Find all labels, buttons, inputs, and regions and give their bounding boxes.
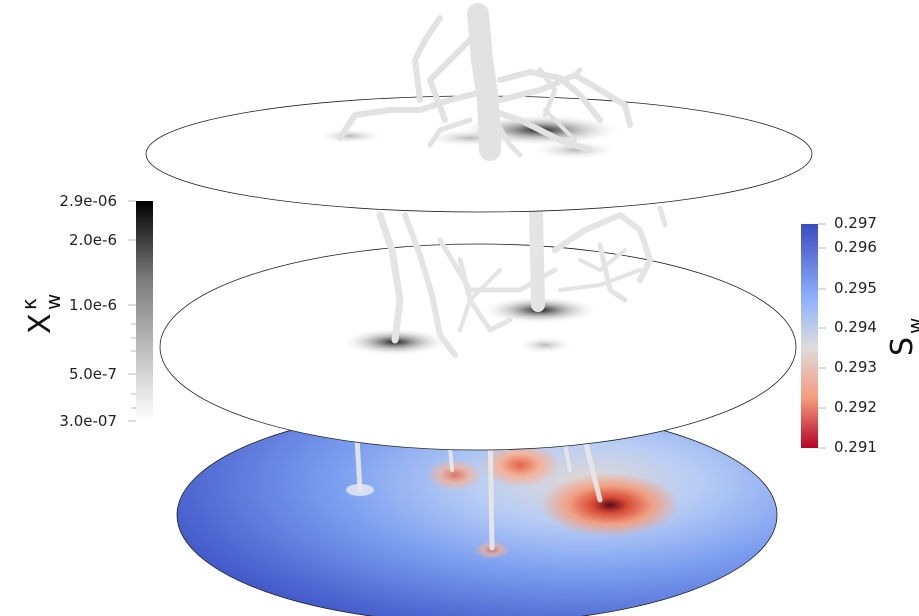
colorbar-title-concentration: X κ w xyxy=(17,294,65,334)
colorbar-tick-label: 2.0e-6 xyxy=(69,231,117,249)
colorbar-concentration: 2.9e-06 2.0e-6 1.0e-6 5.0e-7 3.0e-07 X κ… xyxy=(17,192,153,430)
colorbar-tick-label: 0.297 xyxy=(834,214,877,232)
colorbar-title-saturation: S w xyxy=(885,318,919,356)
colorbar-tick-label: 0.293 xyxy=(834,358,877,376)
concentration-spot xyxy=(530,140,620,160)
saturation-hotspot xyxy=(540,473,680,537)
colorbar-title-subscript: w xyxy=(903,318,919,334)
colorbar-gradient xyxy=(136,201,153,421)
top-slice xyxy=(145,3,813,213)
colorbar-tick-label: 1.0e-6 xyxy=(69,296,117,314)
colorbar-title-subscript: w xyxy=(41,294,65,310)
concentration-spot xyxy=(315,128,385,144)
root-system-middle xyxy=(376,203,668,358)
colorbar-tick-label: 3.0e-07 xyxy=(59,412,117,430)
colorbar-tick-label: 5.0e-7 xyxy=(69,365,117,383)
colorbar-tick-label: 0.294 xyxy=(834,318,877,336)
colorbar-tick-label: 0.296 xyxy=(834,238,877,256)
colorbar-tick-label: 2.9e-06 xyxy=(59,192,117,210)
saturation-hotspot xyxy=(427,459,483,491)
colorbar-saturation: 0.297 0.296 0.295 0.294 0.293 0.292 0.29… xyxy=(801,214,919,456)
concentration-spot xyxy=(515,336,575,354)
colorbar-title-superscript: κ xyxy=(17,298,41,310)
middle-slice xyxy=(159,203,797,451)
colorbar-tick-label: 0.291 xyxy=(834,438,877,456)
colorbar-tick-label: 0.295 xyxy=(834,279,877,297)
colorbar-gradient xyxy=(801,224,818,448)
colorbar-title-symbol: S xyxy=(885,337,919,356)
root-system-top xyxy=(337,3,633,161)
colorbar-tick-label: 0.292 xyxy=(834,398,877,416)
saturation-hotspot xyxy=(480,443,560,487)
colorbar-title-symbol: X xyxy=(23,313,58,334)
